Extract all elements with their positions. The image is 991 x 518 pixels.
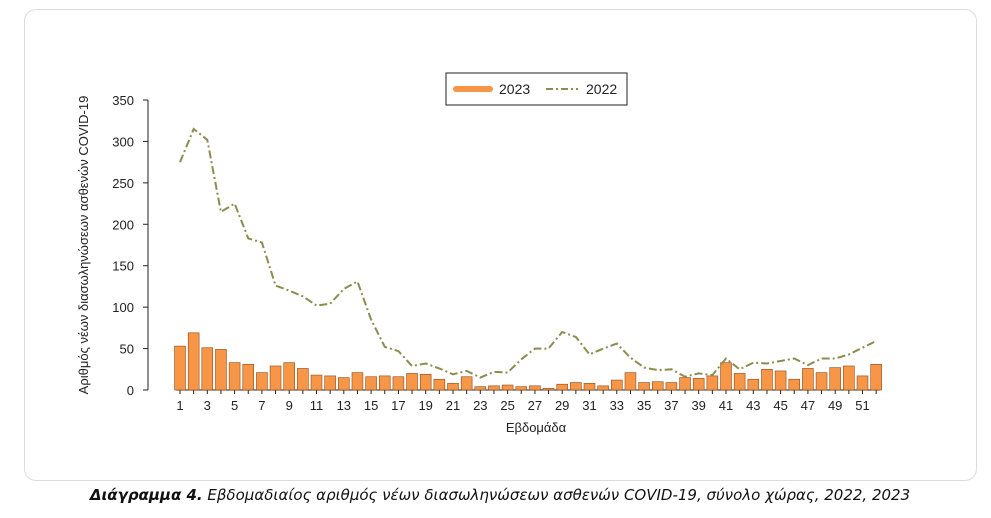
x-tick-label: 33 [610,398,624,413]
x-tick-label: 35 [637,398,651,413]
line-2022 [179,127,877,379]
bar-2023 [447,383,459,391]
x-tick-label: 47 [801,398,815,413]
y-tick-label: 300 [112,134,134,149]
bar-2023 [665,382,678,391]
x-tick-label: 17 [391,398,405,413]
bars-2023 [174,332,882,391]
bar-2023 [638,382,650,391]
y-tick-label: 350 [112,93,134,108]
bar-2023 [310,374,323,391]
x-axis: 1 3 5 7 9 11 13 15 17 19 21 23 25 27 29 31 33 35 37 39 41 43 4… [176,389,881,413]
bar-2023 [392,376,405,391]
y-tick-label: 0 [127,383,134,398]
bar-2023 [856,375,869,391]
x-tick-label: 43 [746,398,760,413]
bar-2023 [324,375,336,391]
bar-2023 [256,372,268,391]
x-tick-label: 31 [582,398,596,413]
y-tick-label: 50 [120,342,134,357]
bar-2023 [679,377,691,391]
x-tick-label: 37 [664,398,678,413]
y-tick-label: 100 [112,300,134,315]
bar-2023 [706,375,719,391]
x-tick-label: 19 [418,398,432,413]
legend-label-2022: 2022 [586,81,617,97]
x-tick-label: 21 [446,398,460,413]
legend-label-2023: 2023 [499,81,530,97]
x-tick-label: 7 [258,398,265,413]
x-tick-label: 51 [855,398,869,413]
x-tick-label: 25 [500,398,514,413]
bar-2023 [611,379,623,391]
bar-2023 [269,365,282,391]
bar-2023 [378,375,391,391]
bar-2023 [624,372,637,391]
y-tick-label: 200 [112,217,134,232]
bar-2023 [501,384,514,391]
bar-2023 [338,377,350,391]
bar-2023 [460,376,473,391]
x-tick-label: 13 [337,398,351,413]
x-tick-label: 49 [828,398,842,413]
bar-2023 [488,385,500,391]
x-tick-label: 27 [528,398,542,413]
x-tick-label: 5 [231,398,238,413]
bar-2023 [747,378,760,391]
bar-2023 [802,368,814,391]
x-tick-label: 15 [364,398,378,413]
bar-2023 [529,385,541,391]
bar-2023 [419,373,432,391]
figure-caption: Διάγραμμα 4. Εβδομαδιαίος αριθμός νέων δ… [0,486,991,504]
y-axis-label: Αριθμός νέων διασωληνώσεων ασθενών COVID… [76,96,91,395]
bar-2023 [692,378,705,391]
x-tick-label: 23 [473,398,487,413]
bar-2023 [829,367,841,391]
bar-2023 [433,378,446,391]
bar-2023 [774,370,787,391]
bar-2023 [174,345,186,391]
bar-2023 [583,383,596,391]
y-axis: 0 50 100 150 200 250 300 350 [112,93,149,398]
bar-2023 [788,378,801,391]
caption-text: Εβδομαδιαίος αριθμός νέων διασωληνώσεων … [202,486,911,504]
x-tick-label: 29 [555,398,569,413]
bar-2023 [351,372,364,391]
x-tick-label: 39 [691,398,705,413]
bar-2023 [283,362,295,391]
bar-2023 [815,372,828,391]
bar-2023 [556,383,568,391]
x-tick-label: 11 [310,398,324,413]
bar-2023 [365,376,377,391]
x-tick-label: 41 [719,398,733,413]
bar-2023 [651,381,664,391]
x-tick-label: 9 [286,398,293,413]
bar-2023 [570,382,582,391]
bar-2023 [720,362,732,391]
x-tick-label: 3 [204,398,211,413]
y-tick-label: 150 [112,259,134,274]
bar-2023 [242,364,255,391]
bar-2023 [870,364,882,391]
bar-2023 [515,386,528,391]
bar-2023 [542,388,555,391]
x-axis-label: Εβδομάδα [506,420,567,435]
bar-2023 [187,332,200,391]
bar-2023 [733,373,746,391]
bar-2023 [474,386,487,391]
bar-2023 [843,365,855,391]
bar-2023 [761,368,773,391]
y-tick-label: 250 [112,176,134,191]
bar-2023 [215,349,227,391]
x-tick-label: 1 [176,398,183,413]
bar-2023 [228,362,241,391]
bar-2023 [597,385,609,391]
bar-2023 [406,373,418,391]
bar-2023 [297,368,309,391]
legend: 2023 2022 [445,72,628,106]
caption-bold: Διάγραμμα 4. [89,486,203,504]
x-tick-label: 45 [773,398,787,413]
bar-2023 [201,347,214,391]
